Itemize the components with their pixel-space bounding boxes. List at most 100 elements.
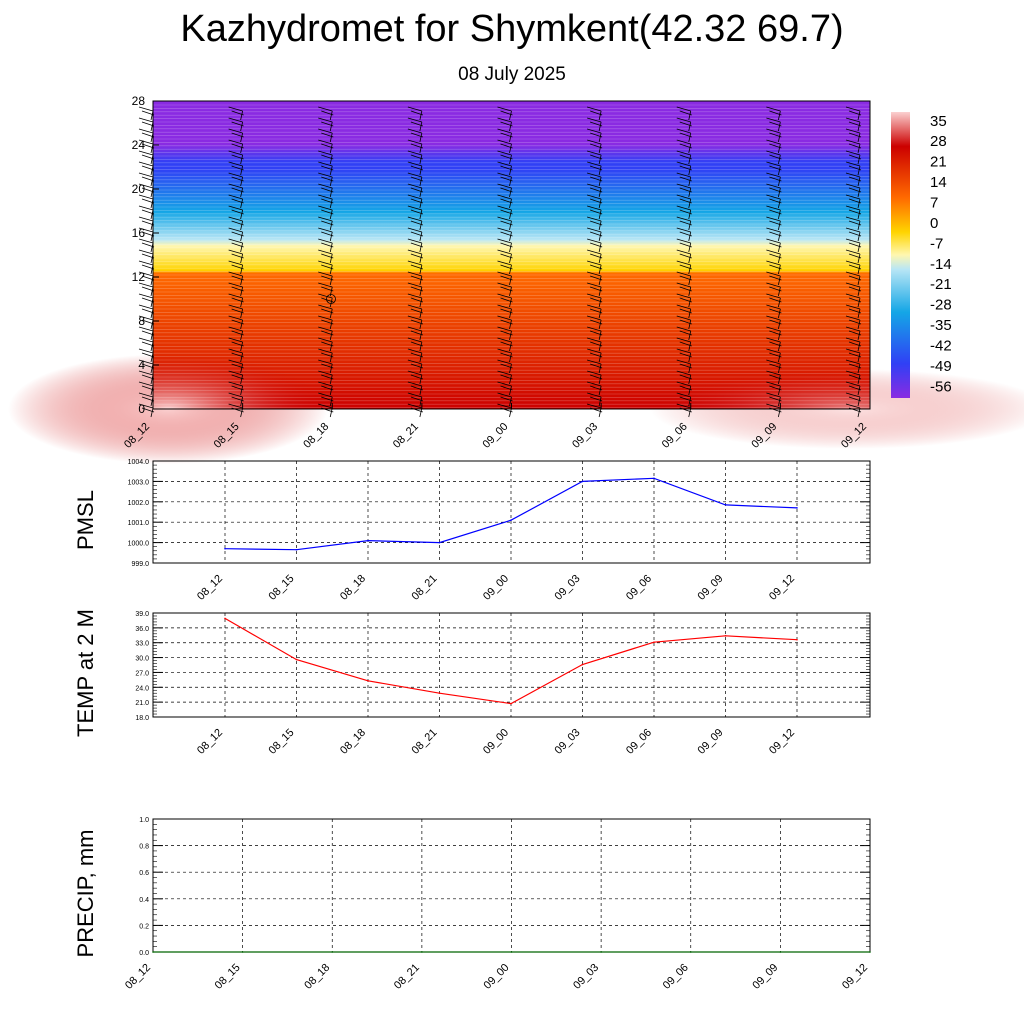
- wind-barb-flag: [138, 337, 154, 343]
- wind-barb-flag: [141, 121, 155, 127]
- wind-barb-flag: [318, 359, 333, 365]
- wind-barb-flag: [407, 216, 422, 222]
- y-tick-label: 1000.0: [128, 541, 150, 548]
- wind-barb-flag: [676, 139, 691, 145]
- x-tick-label: 09_12: [840, 962, 870, 992]
- colorbar-label: 28: [930, 133, 947, 150]
- wind-barb-flag: [141, 341, 155, 347]
- wind-barb-staff: [509, 286, 512, 297]
- wind-barb-staff: [777, 297, 781, 308]
- wind-barb-flag: [766, 271, 781, 277]
- wind-barb-flag: [679, 132, 692, 138]
- wind-barb-flag: [845, 117, 861, 123]
- wind-barb-flag: [228, 260, 243, 266]
- wind-barb-flag: [318, 260, 333, 266]
- wind-barb-flag: [318, 227, 333, 233]
- wind-barb-flag: [410, 330, 424, 336]
- wind-barb-flag: [321, 286, 334, 292]
- wind-barb-flag: [676, 304, 691, 310]
- wind-barb-flag: [848, 352, 862, 358]
- wind-barb-flag: [228, 304, 243, 310]
- wind-barb-flag: [231, 110, 244, 116]
- wind-barb-flag: [497, 326, 512, 332]
- colorbar-label: -42: [930, 337, 952, 354]
- calm-wind-circle: [326, 294, 336, 304]
- wind-barb-flag: [138, 227, 154, 233]
- wind-barb-flag: [676, 403, 691, 409]
- wind-barb-flag: [766, 337, 781, 343]
- wind-barb-staff: [688, 220, 692, 231]
- wind-barb-staff: [688, 165, 692, 176]
- wind-barb-flag: [138, 326, 154, 332]
- wind-barb-flag: [500, 374, 513, 380]
- y-tick-label: 18.0: [135, 715, 149, 722]
- wind-barb-flag: [845, 293, 861, 299]
- wind-barb-flag: [845, 194, 861, 200]
- wind-barb-staff: [857, 385, 861, 396]
- wind-barb-flag: [766, 260, 781, 266]
- data-point: [438, 541, 441, 544]
- wind-barb-flag: [321, 396, 334, 402]
- wind-barb-staff: [777, 374, 781, 385]
- wind-barb-staff: [688, 308, 692, 319]
- wind-barb-flag: [321, 385, 334, 391]
- wind-barb-flag: [321, 319, 334, 325]
- heatmap-y-tick-label: 16: [132, 226, 146, 240]
- wind-barb-flag: [231, 341, 244, 347]
- wind-barb-flag: [500, 242, 513, 248]
- data-point: [779, 951, 782, 953]
- wind-barb-flag: [497, 348, 512, 354]
- wind-barb-staff: [857, 165, 861, 176]
- wind-barb-flag: [848, 209, 862, 215]
- wind-barb-flag: [231, 374, 244, 380]
- wind-barb-flag: [321, 209, 334, 215]
- wind-barb-staff: [240, 110, 244, 121]
- data-point: [869, 951, 871, 953]
- wind-barb-flag: [228, 172, 243, 178]
- wind-barb-flag: [231, 231, 244, 237]
- wind-barb-flag: [497, 304, 512, 310]
- wind-barb-flag: [228, 216, 243, 222]
- wind-barb-flag: [769, 209, 782, 215]
- wind-barb-flag: [589, 275, 603, 281]
- wind-barb-staff: [777, 253, 781, 264]
- wind-barb-flag: [497, 271, 512, 277]
- wind-barb-flag: [587, 348, 602, 354]
- wind-barb-staff: [419, 374, 423, 385]
- wind-barb-staff: [509, 110, 512, 121]
- wind-barb-flag: [587, 238, 602, 244]
- wind-barb-flag: [231, 154, 244, 160]
- colorbar-label: 21: [930, 154, 947, 171]
- wind-barb-flag: [676, 370, 691, 376]
- wind-barb-staff: [598, 396, 602, 407]
- data-point: [600, 951, 602, 953]
- wind-barb-flag: [587, 282, 602, 288]
- wind-barb-staff: [240, 374, 244, 385]
- wind-barb-flag: [228, 249, 243, 255]
- wind-barb-flag: [497, 128, 512, 134]
- heatmap-y-tick-label: 4: [138, 358, 145, 372]
- wind-barb-staff: [419, 308, 423, 319]
- wind-barb-flag: [848, 286, 862, 292]
- colorbar-label: 14: [930, 174, 947, 191]
- wind-barb-staff: [509, 242, 512, 253]
- wind-barb-flag: [138, 139, 154, 145]
- wind-barb-flag: [410, 352, 424, 358]
- wind-barb-flag: [138, 381, 154, 387]
- wind-barb-flag: [138, 359, 154, 365]
- wind-barb-flag: [679, 286, 692, 292]
- wind-barb-staff: [419, 242, 423, 253]
- wind-barb-staff: [598, 220, 602, 231]
- wind-barb-flag: [228, 271, 243, 277]
- wind-barb-flag: [321, 242, 334, 248]
- wind-barb-flag: [407, 282, 422, 288]
- wind-barb-flag: [769, 374, 782, 380]
- wind-barb-flag: [766, 205, 781, 211]
- wind-barb-staff: [240, 385, 244, 396]
- wind-barb-staff: [509, 330, 512, 341]
- wind-barb-flag: [410, 396, 424, 402]
- wind-barb-flag: [679, 253, 692, 259]
- wind-barb-flag: [848, 385, 862, 391]
- wind-barb-staff: [688, 132, 692, 143]
- wind-barb-flag: [228, 238, 243, 244]
